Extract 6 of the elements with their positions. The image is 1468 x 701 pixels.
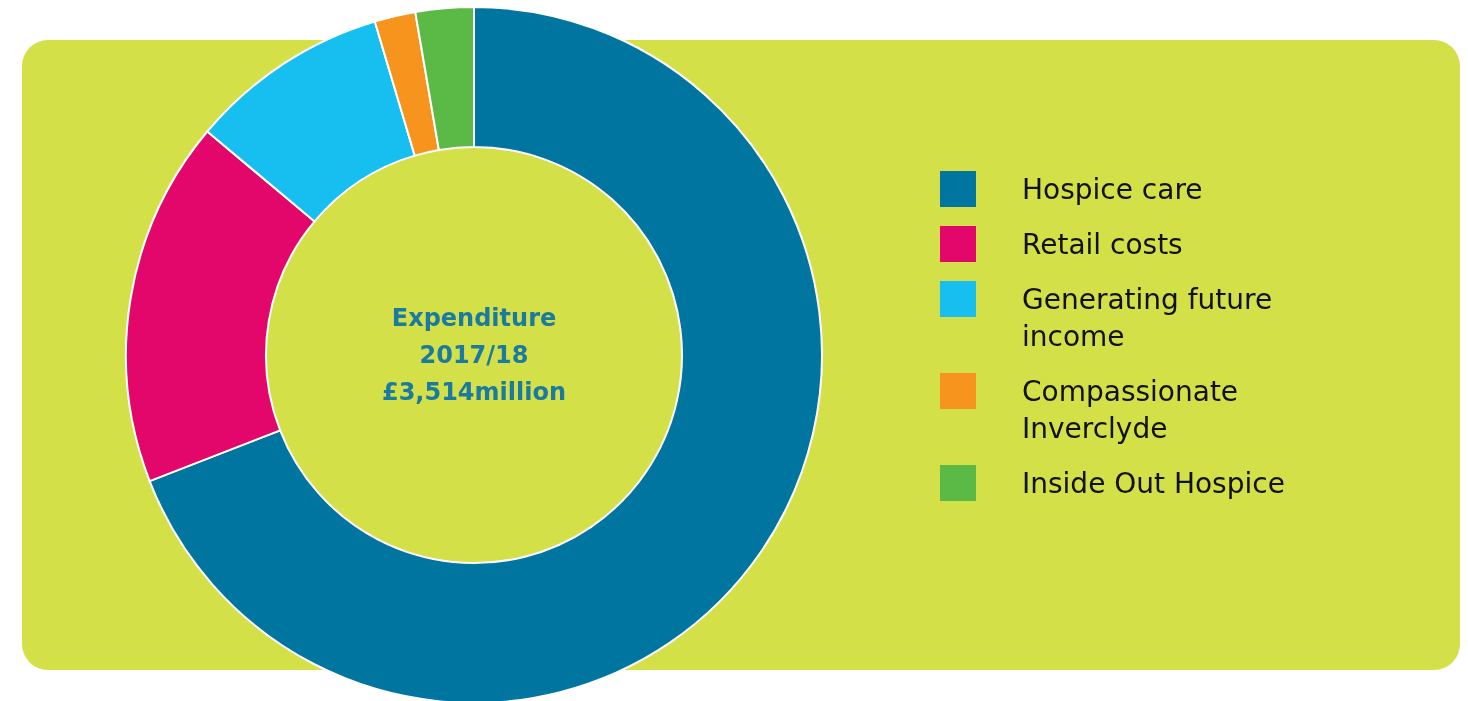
legend-label: Retail costs	[1022, 228, 1183, 261]
legend-label: Hospice care	[1022, 173, 1203, 206]
text: Expenditure 2017/18 £3,514million	[381, 304, 567, 406]
legend-label: Inside Out Hospice	[1022, 467, 1285, 500]
legend-label: Compassionate Inverclyde	[1022, 375, 1239, 445]
legend-label: Generating future income	[1022, 283, 1273, 353]
